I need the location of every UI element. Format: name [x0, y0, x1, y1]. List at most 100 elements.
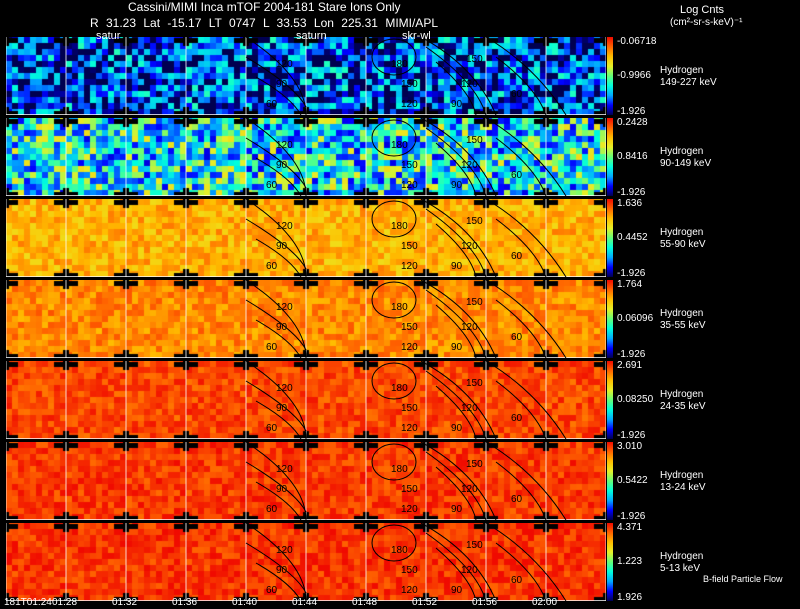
colorbar-mid-label: -0.9966	[617, 70, 651, 81]
spectrogram-panel: 120 90 60 180 150 120 150 120 90 60	[6, 442, 606, 520]
energy-label: 24-35 keV	[660, 401, 706, 412]
contour-label: 120	[401, 504, 418, 515]
colorbar-min-label: -1.926	[617, 349, 646, 360]
contour-line	[255, 157, 302, 196]
spectrogram-panel: 120 90 60 180 150 120 150 120 90 60	[6, 361, 606, 439]
time-tick-label: 01:28	[52, 597, 78, 608]
contour-label: 60	[266, 342, 278, 353]
contour-label: 90	[276, 160, 288, 171]
contour-label: 120	[461, 322, 478, 333]
contour-line	[495, 56, 547, 115]
contour-line	[245, 218, 307, 270]
time-tick-label: 01:52	[412, 597, 438, 608]
colorbar	[607, 199, 613, 277]
contour-line	[245, 361, 307, 439]
contour-label: 60	[511, 251, 523, 262]
contour-label: 90	[451, 504, 463, 515]
grid-and-contours: 120 90 60 180 150 120 150 120 90 60	[6, 199, 606, 277]
contour-label: 90	[276, 322, 288, 333]
contour-label: 150	[401, 160, 418, 171]
contour-line	[245, 199, 307, 277]
contour-line	[255, 76, 302, 115]
contour-label: 60	[511, 170, 523, 181]
contour-label: 60	[266, 99, 278, 110]
species-label: Hydrogen	[660, 551, 704, 562]
contour-label: 180	[391, 302, 408, 313]
contour-line	[420, 361, 497, 439]
colorbar-max-label: 4.371	[617, 522, 643, 533]
image-panels: 120 90 60 180 150 120 150 120 90 60 120 90 60 180 150 1…	[6, 37, 606, 603]
contour-label: 180	[391, 383, 408, 394]
contour-label: 120	[401, 261, 418, 272]
contour-line	[371, 362, 417, 400]
energy-label: 149-227 keV	[660, 77, 717, 88]
contour-label: 120	[401, 423, 418, 434]
contour-line	[371, 200, 417, 238]
contour-label: 120	[401, 180, 418, 191]
contour-label: 60	[266, 423, 278, 434]
colorbar	[607, 118, 613, 196]
spectrogram-panel: 120 90 60 180 150 120 150 120 90 60	[6, 37, 606, 115]
contour-line	[255, 238, 302, 277]
contour-line	[245, 299, 307, 351]
contour-line	[485, 199, 567, 277]
contour-label: 120	[461, 79, 478, 90]
contour-label: 150	[401, 484, 418, 495]
contour-line	[245, 137, 307, 189]
contour-label: 90	[276, 79, 288, 90]
time-tick-label: 01:40	[232, 597, 258, 608]
contour-label: 90	[451, 99, 463, 110]
contour-label: 60	[511, 413, 523, 424]
colorbar-mid-label: 0.4452	[617, 232, 648, 243]
contour-label: 120	[276, 221, 293, 232]
contour-label: 120	[276, 140, 293, 151]
contour-label: 180	[391, 545, 408, 556]
contour-label: 150	[466, 297, 483, 308]
contour-line	[485, 280, 567, 358]
contour-label: 180	[391, 464, 408, 475]
time-tick-label: 01:44	[292, 597, 318, 608]
energy-label: 5-13 keV	[660, 563, 701, 574]
contour-label: 150	[466, 378, 483, 389]
colorbar-min-label: -1.926	[617, 511, 646, 522]
contour-line	[420, 442, 497, 520]
colorbar-max-label: 0.2428	[617, 117, 648, 128]
contour-label: 120	[276, 545, 293, 556]
contour-label: 90	[276, 565, 288, 576]
contour-label: 60	[511, 332, 523, 343]
energy-label: 35-55 keV	[660, 320, 706, 331]
contour-line	[495, 461, 547, 520]
contour-label: 120	[276, 464, 293, 475]
colorbar-mid-label: 0.06096	[617, 313, 654, 324]
colorbar-max-label: -0.06718	[617, 36, 657, 47]
species-label: Hydrogen	[660, 146, 704, 157]
contour-label: 150	[466, 459, 483, 470]
contour-label: 120	[461, 484, 478, 495]
spectrogram-panel: 120 90 60 180 150 120 150 120 90 60	[6, 199, 606, 277]
grid-and-contours: 120 90 60 180 150 120 150 120 90 60	[6, 280, 606, 358]
time-tick-label: 01:32	[112, 597, 138, 608]
colorbar-max-label: 1.764	[617, 279, 643, 290]
contour-line	[420, 37, 497, 115]
colorbar	[607, 280, 613, 358]
contour-label: 150	[401, 79, 418, 90]
contour-line	[425, 370, 487, 439]
contour-label: 150	[466, 540, 483, 551]
grid-and-contours: 120 90 60 180 150 120 150 120 90 60	[6, 37, 606, 115]
contour-line	[435, 142, 477, 196]
colorbar-min-label: -1.926	[617, 268, 646, 279]
colorbar-min-label: -1.926	[617, 187, 646, 198]
contour-label: 150	[466, 54, 483, 65]
contour-label: 90	[451, 585, 463, 596]
colorbar	[607, 37, 613, 115]
contour-label: 150	[401, 565, 418, 576]
contour-label: 150	[401, 241, 418, 252]
energy-label: 55-90 keV	[660, 239, 706, 250]
contour-line	[435, 385, 477, 439]
contour-line	[371, 524, 417, 562]
contour-line	[435, 547, 477, 601]
colorbar-title: Log Cnts	[680, 4, 725, 16]
colorbar-mid-label: 0.5422	[617, 475, 648, 486]
contour-label: 90	[276, 241, 288, 252]
contour-label: 150	[401, 322, 418, 333]
